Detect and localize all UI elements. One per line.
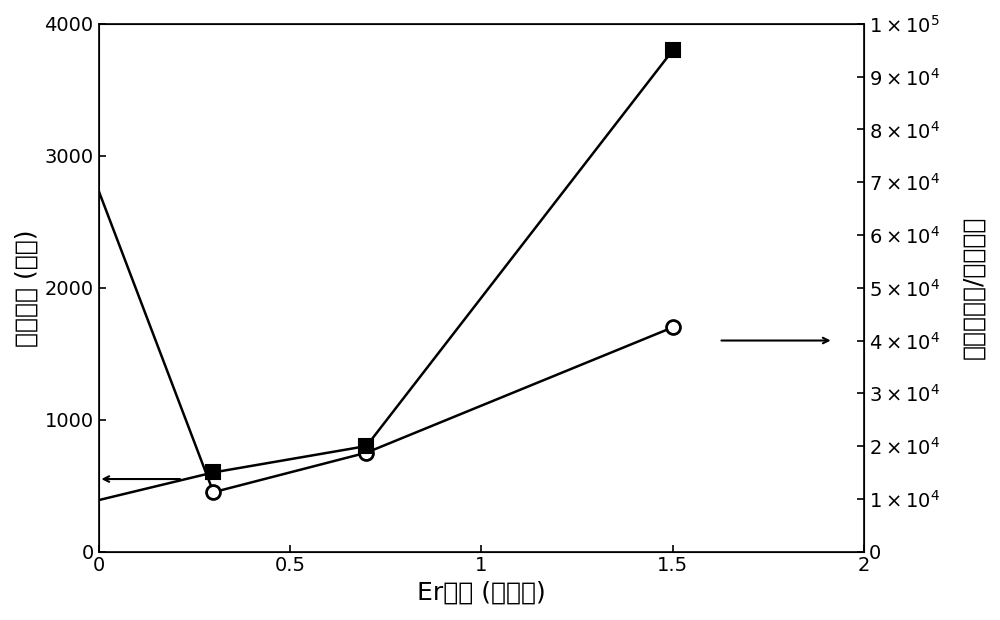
- X-axis label: Er含量 (原子比): Er含量 (原子比): [417, 581, 546, 605]
- Y-axis label: 晶态电阵 (欧姆): 晶态电阵 (欧姆): [15, 229, 39, 347]
- Y-axis label: 非晶态电阵/晶态电阵: 非晶态电阵/晶态电阵: [961, 216, 985, 360]
